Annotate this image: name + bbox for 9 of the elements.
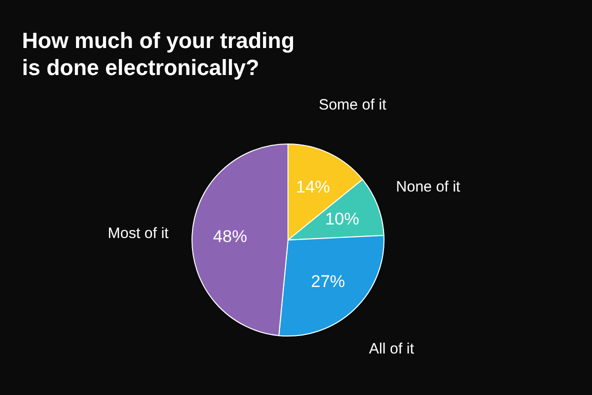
data-label: 14% xyxy=(296,178,330,197)
slice-label: All of it xyxy=(369,340,415,358)
slice-label: Some of it xyxy=(318,96,388,114)
data-label: 48% xyxy=(213,227,248,246)
data-label: 10% xyxy=(325,209,360,228)
chart-title: How much of your trading is done electronically? xyxy=(22,28,295,80)
slice-label: None of it xyxy=(396,178,462,196)
slice-label: Most of it xyxy=(108,224,170,242)
data-label: 27% xyxy=(311,272,346,291)
